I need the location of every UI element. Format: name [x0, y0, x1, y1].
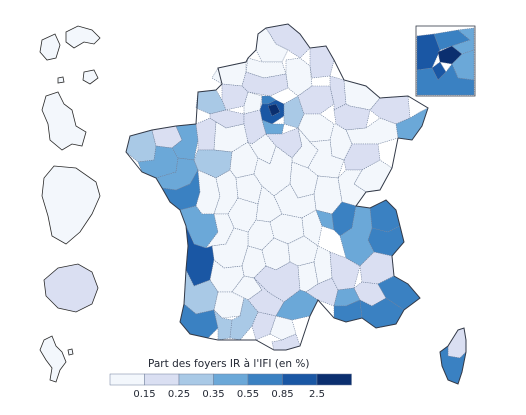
legend-swatch	[316, 373, 352, 386]
dept-ain	[331, 201, 357, 237]
legend-ticks: 0.15 0.25 0.35 0.55 0.85 2.5	[133, 389, 325, 400]
inset-dept-paris	[437, 45, 463, 65]
region-marie-galante	[82, 69, 99, 85]
region-guyane	[41, 165, 101, 245]
inset-dept-yvelines	[416, 33, 441, 71]
dept-gard	[305, 277, 339, 307]
legend-tick-label: 0.35	[202, 389, 224, 400]
ile-de-france-inset	[415, 25, 476, 97]
dept-nievre	[289, 161, 319, 199]
legend-swatch	[109, 373, 145, 386]
dept-tarn	[247, 277, 285, 317]
region-mayotte	[39, 335, 67, 383]
dept-eure-et-loir	[243, 109, 267, 145]
dept-charente-maritime	[179, 205, 219, 249]
dept-vaucluse	[333, 287, 361, 307]
dept-essonne	[261, 119, 285, 135]
legend-tick-label: 2.5	[309, 389, 325, 400]
dept-manche	[195, 89, 227, 115]
dept-vendee	[161, 169, 201, 211]
legend-swatch	[247, 373, 283, 386]
dept-val-doise	[261, 95, 277, 105]
dept-calvados	[221, 83, 249, 111]
legend-tick-label: 0.25	[168, 389, 190, 400]
legend-swatch	[282, 373, 318, 386]
dept-mayenne	[195, 117, 217, 151]
corsica-outline	[439, 327, 467, 385]
dept-eure	[243, 91, 263, 115]
dept-rhone	[315, 209, 335, 231]
region-martinique	[41, 91, 87, 151]
dept-aude	[269, 315, 297, 341]
dept-jura	[337, 169, 367, 207]
dept-charente	[205, 213, 235, 249]
inset-dept-essonne	[416, 63, 475, 96]
dept-meuse	[329, 75, 347, 111]
legend-title: Part des foyers IR à l'IFI (en %)	[148, 358, 309, 370]
dept-lozere	[297, 261, 319, 293]
legend-tick-label: 0.85	[271, 389, 293, 400]
region-la-reunion	[43, 263, 99, 313]
dept-lot	[241, 245, 267, 279]
region-guadeloupe-west	[39, 33, 61, 61]
dept-haute-savoie	[369, 199, 401, 233]
legend: Part des foyers IR à l'IFI (en %) 0.15 0.…	[109, 358, 352, 400]
dept-ardennes	[309, 45, 335, 79]
dept-loire	[301, 209, 323, 247]
dept-pyrenees-atlantiques	[179, 303, 219, 339]
dept-loir-et-cher	[247, 133, 277, 165]
dept-indre-et-loire	[229, 141, 259, 179]
legend-tick-label: 0.15	[133, 389, 155, 400]
guadeloupe	[39, 25, 101, 85]
france-outline	[125, 23, 429, 351]
region-mayotte-petite-terre	[67, 348, 74, 356]
dept-ariege	[251, 311, 277, 341]
legend-swatch	[178, 373, 214, 386]
dept-oise	[241, 71, 289, 97]
dept-isere	[339, 205, 375, 267]
legend-swatch	[213, 373, 249, 386]
region-guadeloupe-east	[65, 25, 101, 49]
region-les-saintes	[57, 76, 65, 84]
dept-cher	[253, 145, 293, 197]
dept-cote-dor	[307, 139, 345, 179]
dept-bouches-du-rhone	[333, 299, 363, 323]
legend-swatches	[109, 373, 352, 386]
legend-tick-label: 0.55	[237, 389, 259, 400]
dept-paris-core	[267, 103, 281, 117]
dept-pas-de-calais	[255, 27, 289, 63]
dept-herault	[275, 289, 319, 321]
dept-gironde	[185, 225, 215, 287]
metropolitan-france	[125, 23, 467, 385]
dept-haute-garonne	[229, 297, 259, 341]
dept-haute-marne	[329, 123, 353, 161]
legend-swatch	[144, 373, 180, 386]
